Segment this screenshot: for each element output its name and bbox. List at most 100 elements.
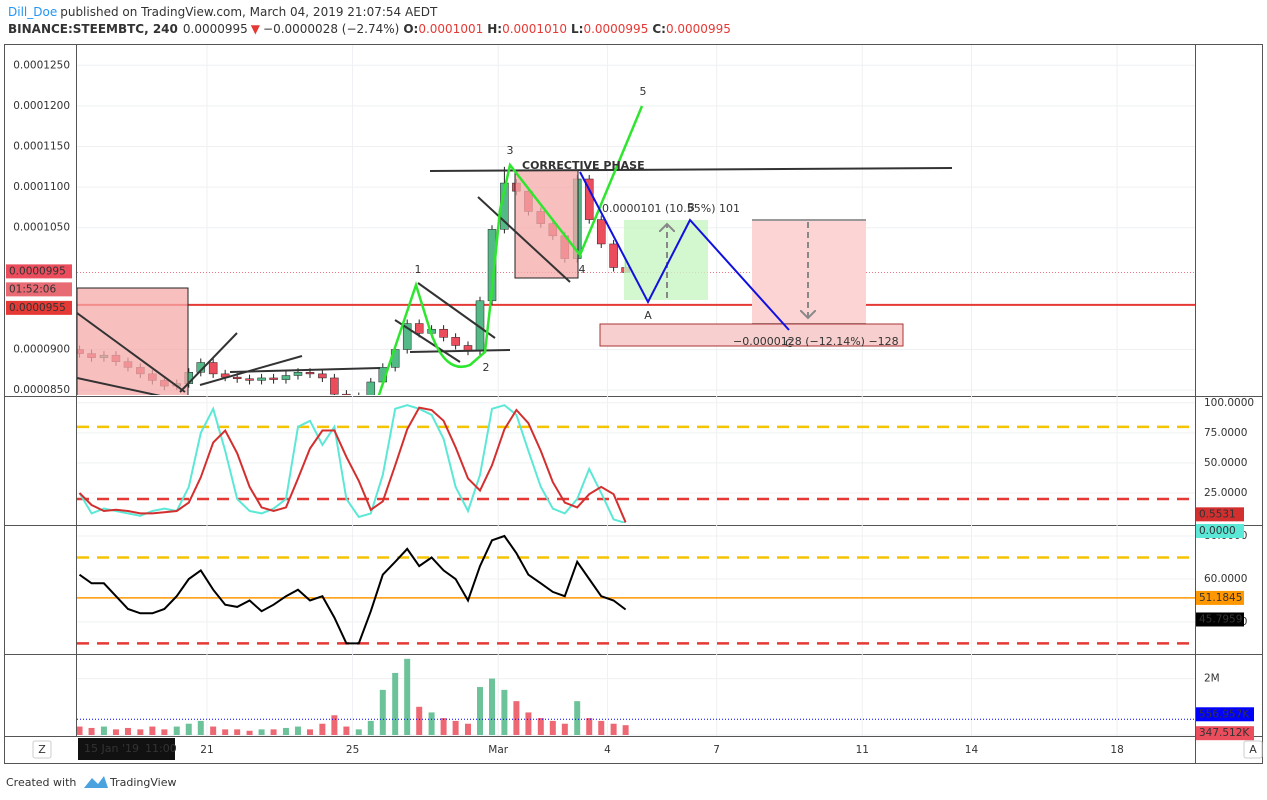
symbol: BINANCE:STEEMBTC, 240 <box>8 22 178 36</box>
candle-body <box>355 397 363 400</box>
candle-body <box>366 381 376 395</box>
created-with: Created with <box>6 776 76 789</box>
y-tick-label: 25.0000 <box>1204 487 1247 499</box>
series-line <box>78 406 627 523</box>
h-label: H: <box>487 22 502 36</box>
price-tag <box>1196 507 1244 522</box>
volume-bar <box>586 718 593 735</box>
auto-button-label[interactable]: A <box>1249 743 1257 756</box>
volume-bar <box>392 672 399 735</box>
symbol-line: BINANCE:STEEMBTC, 240 0.0000995 ▼ −0.000002… <box>8 22 731 36</box>
volume-bar <box>525 712 532 735</box>
price-tag <box>6 300 72 315</box>
volume-bar <box>379 689 386 735</box>
candle-body <box>318 373 327 379</box>
volume-bar <box>549 720 556 735</box>
last: 0.0000995 <box>183 22 248 36</box>
range-label: −0.0000128 (−12.14%) −128 <box>733 335 899 348</box>
volume-bar <box>137 729 144 735</box>
y-tick-label: 0.0001150 <box>13 141 70 153</box>
wave-label: 2 <box>483 361 490 374</box>
candle-body <box>245 378 254 381</box>
crosshair-box <box>78 738 175 760</box>
volume-bar <box>88 727 95 735</box>
price-tag <box>1196 726 1254 741</box>
candle-body <box>208 362 218 375</box>
series-line <box>78 534 627 645</box>
price-tag-label: 0.0000995 <box>9 265 66 277</box>
volume-bar <box>234 729 241 735</box>
wave-label: 1 <box>415 263 422 276</box>
volume-bar <box>282 727 289 735</box>
range-label-box <box>599 323 904 347</box>
volume-bar <box>173 726 180 735</box>
trendlines <box>77 167 953 395</box>
volume-bar <box>440 718 447 735</box>
wave-label: 5 <box>640 85 647 98</box>
crosshair-time: 11:00 <box>145 742 177 755</box>
o-label: O: <box>403 22 418 36</box>
l-label: L: <box>571 22 583 36</box>
candle-body <box>609 243 618 268</box>
x-tick-label: 4 <box>604 744 611 756</box>
volume-bar <box>100 726 107 735</box>
volume-bar <box>452 720 459 735</box>
change: −0.0000028 (−2.74%) <box>263 22 399 36</box>
x-tick-label: 25 <box>346 744 359 756</box>
y-tick-label: 2M <box>1204 673 1220 685</box>
volume-bar <box>513 701 520 735</box>
author[interactable]: Dill_Doe <box>8 5 57 19</box>
drawings <box>77 105 953 395</box>
price-tag <box>6 264 72 279</box>
wave-label: C <box>785 337 793 350</box>
y-tick-label: 0.0001250 <box>13 59 70 71</box>
arrow: ▼ <box>251 22 261 36</box>
candle-body <box>342 393 351 395</box>
y-tick-label: 75.0000 <box>1204 427 1247 439</box>
price-tag-label: 556.957K <box>1199 708 1250 720</box>
zone-box <box>77 287 189 395</box>
price-tag <box>6 282 72 297</box>
volume-bar <box>428 712 435 735</box>
auto-button[interactable] <box>1243 740 1263 759</box>
volume-bar <box>246 730 253 735</box>
candle-body <box>293 372 303 376</box>
y-tick-label: 60.0000 <box>1204 573 1247 585</box>
candle-body <box>596 219 606 245</box>
range-label: 0.0000101 (10.55%) 101 <box>602 202 740 215</box>
volume-bar <box>112 729 119 735</box>
volume-bar <box>404 658 411 735</box>
high: 0.0001010 <box>502 22 567 36</box>
volume-bar <box>149 726 156 735</box>
y-tick-label: 0.0001100 <box>13 181 70 193</box>
volume-bar <box>306 729 313 735</box>
y-tick-label: 100.0000 <box>1204 397 1254 409</box>
x-tick-label: 7 <box>713 744 720 756</box>
volume-bar <box>294 726 301 735</box>
volume-bar <box>343 726 350 735</box>
candle-body <box>402 323 412 350</box>
scale-button[interactable] <box>32 740 52 759</box>
close: 0.0000995 <box>666 22 731 36</box>
y-tick-label: 0.0001200 <box>13 100 70 112</box>
price-tag-label: 0.5531 <box>1199 508 1236 520</box>
volume-bar <box>124 727 131 735</box>
volume-bar <box>197 720 204 735</box>
volume-bar <box>355 729 362 735</box>
published: published on TradingView.com, March 04, … <box>60 5 438 19</box>
low: 0.0000995 <box>583 22 648 36</box>
price-tag-label: 01:52:06 <box>9 283 56 295</box>
phase-label: CORRECTIVE PHASE <box>522 159 645 172</box>
candle-body <box>305 372 315 375</box>
volume-bar <box>185 723 192 735</box>
brand[interactable]: TradingView <box>109 776 176 789</box>
logo <box>84 776 108 788</box>
volume-bar <box>270 729 277 735</box>
open: 0.0001001 <box>418 22 483 36</box>
x-tick-label: 18 <box>1110 744 1123 756</box>
candle-body <box>281 375 291 380</box>
scale-button-label[interactable]: Z <box>38 743 46 756</box>
candle-body <box>439 328 448 338</box>
candle-body <box>414 323 424 334</box>
volume-bar <box>537 718 544 735</box>
